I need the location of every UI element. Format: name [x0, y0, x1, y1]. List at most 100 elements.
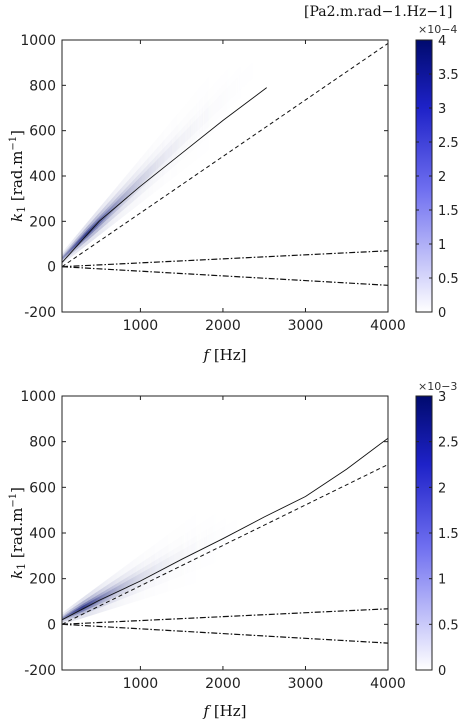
heatmap-cell: [182, 132, 184, 145]
heatmap-cell: [99, 593, 101, 605]
heatmap-cell: [141, 553, 143, 600]
heatmap-cell: [126, 174, 128, 215]
heatmap-cell: [122, 583, 124, 591]
heatmap-cell: [285, 18, 286, 58]
heatmap-cell: [116, 583, 118, 597]
heatmap-cell: [155, 139, 157, 193]
heatmap-cell: [205, 529, 207, 557]
heatmap-cell: [98, 596, 100, 602]
heatmap-cell: [255, 508, 256, 526]
heatmap-cell: [167, 142, 169, 165]
heatmap-cell: [188, 120, 190, 146]
heatmap-cell: [148, 156, 150, 189]
heatmap-cell: [107, 584, 109, 605]
heatmap-cell: [163, 147, 165, 169]
heatmap-cell: [183, 116, 185, 159]
heatmap-cell: [198, 533, 200, 560]
heatmap-cell: [150, 556, 152, 589]
heatmap-cell: [172, 554, 174, 566]
heatmap-cell: [167, 134, 169, 172]
heatmap-cell: [124, 566, 126, 606]
heatmap-cell: [141, 170, 143, 189]
heatmap-cell: [236, 519, 237, 535]
heatmap-cell: [153, 142, 155, 194]
heatmap-cell: [120, 181, 122, 220]
heatmap-cell: [68, 247, 70, 255]
heatmap-cell: [149, 563, 151, 582]
heatmap-cell: [177, 123, 179, 164]
heatmap-cell: [158, 562, 160, 574]
heatmap-cell: [120, 569, 122, 607]
heatmap-cell: [232, 520, 234, 537]
heatmap-cell: [262, 51, 263, 70]
heatmap-cell: [170, 144, 172, 157]
heatmap-cell: [264, 49, 265, 68]
heatmap-cell: [143, 552, 145, 600]
heatmap-cell: [95, 598, 97, 604]
heatmap-cell: [173, 548, 175, 571]
heatmap-cell: [285, 3, 286, 72]
heatmap-cell: [176, 546, 178, 570]
heatmap-cell: [148, 557, 150, 589]
y-tick-label: -200: [24, 305, 56, 321]
heatmap-cell: [171, 549, 173, 572]
heatmap-cell: [189, 125, 191, 139]
heatmap-cell: [173, 136, 175, 159]
heatmap-cell: [126, 564, 128, 605]
heatmap-cell: [249, 64, 250, 82]
heatmap-cell: [132, 573, 134, 590]
heatmap-cell: [225, 524, 227, 541]
heatmap-cell: [74, 243, 76, 248]
heatmap-cell: [65, 611, 67, 622]
heatmap-cell: [141, 175, 143, 185]
heatmap-cell: [129, 569, 131, 597]
heatmap-cell: [146, 558, 148, 590]
heatmap-cell: [166, 135, 168, 173]
heatmap-cell: [154, 553, 156, 587]
heatmap-cell: [136, 162, 138, 207]
heatmap-cell: [247, 513, 248, 530]
heatmap-cell: [144, 161, 146, 193]
heatmap-cell: [115, 572, 117, 609]
heatmap-cell: [191, 537, 193, 563]
heatmap-cell: [98, 590, 100, 609]
colorbar-tick-label: 2: [438, 170, 446, 185]
heatmap-cell: [134, 182, 136, 191]
heatmap-cell: [137, 564, 139, 594]
heatmap-cell: [233, 80, 235, 97]
heatmap-cell: [217, 96, 219, 112]
heatmap-cell: [149, 567, 151, 578]
heatmap-cell: [114, 584, 116, 598]
heatmap-cell: [174, 126, 176, 166]
heatmap-cell: [156, 138, 158, 192]
heatmap-cell: [183, 125, 185, 150]
heatmap-cell: [173, 540, 175, 579]
heatmap-cell: [239, 74, 241, 92]
heatmap-cell: [130, 569, 132, 596]
heatmap-cell: [168, 556, 170, 568]
heatmap-cell: [143, 154, 145, 202]
heatmap-cell: [289, 23, 290, 44]
heatmap-cell: [179, 544, 181, 569]
heatmap-cell: [127, 580, 129, 589]
heatmap-cell: [127, 189, 129, 198]
heatmap-cell: [201, 538, 203, 552]
heatmap-cell: [289, 14, 290, 54]
heatmap-cell: [133, 573, 135, 589]
heatmap-cell: [108, 208, 110, 216]
heatmap-cell: [108, 577, 110, 611]
heatmap-cell: [183, 542, 185, 567]
heatmap-cell: [97, 590, 99, 609]
heatmap-cell: [147, 168, 149, 179]
heatmap-cell: [255, 58, 256, 76]
heatmap-cell: [209, 533, 211, 548]
heatmap-cell: [137, 570, 139, 588]
y-tick-label: 800: [29, 78, 56, 94]
heatmap-cell: [208, 527, 210, 556]
heatmap-cell: [240, 73, 242, 91]
heatmap-cell: [184, 115, 186, 158]
heatmap-cell: [98, 593, 100, 605]
heatmap-cell: [176, 124, 178, 165]
heatmap-cell: [192, 122, 194, 136]
heatmap-cell: [167, 147, 169, 159]
